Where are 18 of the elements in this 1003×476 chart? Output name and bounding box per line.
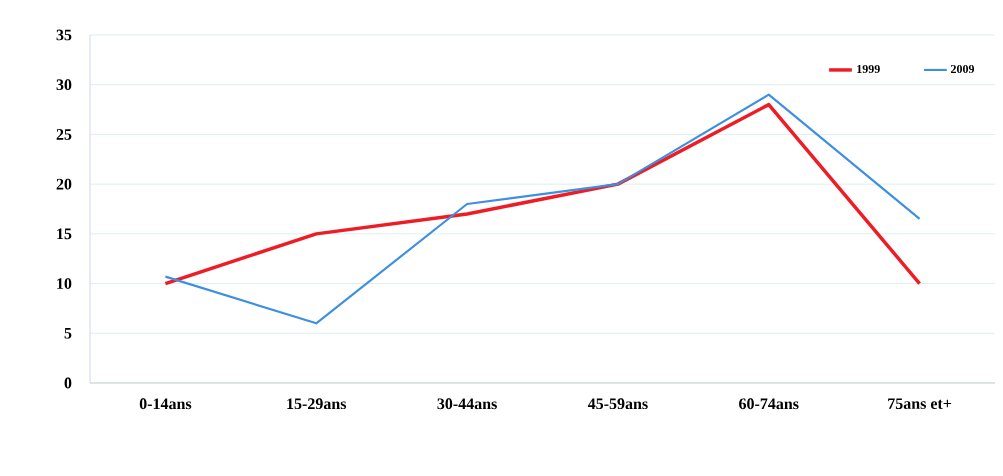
legend-label: 1999 bbox=[857, 64, 880, 74]
y-tick-label: 10 bbox=[57, 278, 72, 289]
line-series bbox=[163, 102, 922, 286]
x-tick-label: 60-74ans bbox=[739, 398, 799, 410]
y-tick-label: 35 bbox=[56, 29, 72, 41]
line-series bbox=[164, 93, 921, 325]
y-tick-label: 25 bbox=[56, 129, 72, 140]
x-tick-label: 0-14ans bbox=[139, 398, 192, 410]
x-tick-label: 30-44ans bbox=[437, 398, 497, 410]
y-tick-label: 30 bbox=[56, 79, 72, 91]
y-tick-label: 20 bbox=[56, 178, 72, 190]
legend-label: 2009 bbox=[950, 64, 975, 74]
y-tick-label: 15 bbox=[57, 228, 72, 240]
x-tick-label: 45-59ans bbox=[587, 398, 648, 410]
y-tick-label: 5 bbox=[64, 327, 72, 339]
x-tick-label: 75ans et+ bbox=[888, 398, 952, 409]
x-tick-label: 15-29ans bbox=[287, 398, 347, 410]
y-tick-label: 0 bbox=[64, 377, 72, 389]
